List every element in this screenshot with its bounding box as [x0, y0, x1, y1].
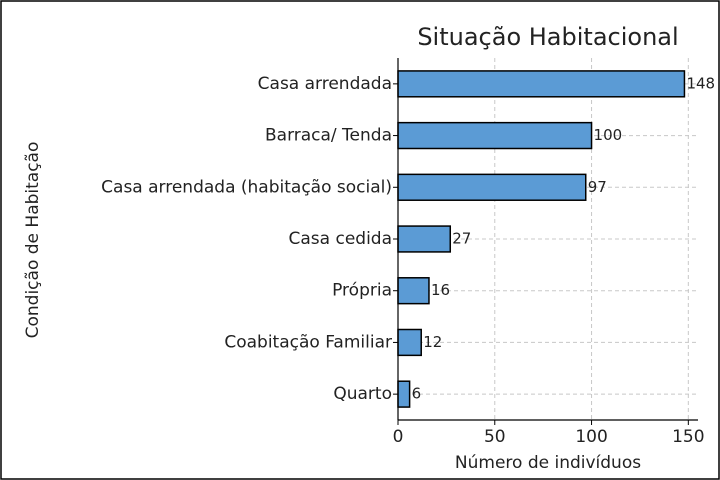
y-tick-label: Casa arrendada (habitação social): [101, 177, 392, 197]
chart-title: Situação Habitacional: [417, 23, 678, 51]
y-tick-label: Coabitação Familiar: [224, 332, 392, 352]
bar: [397, 121, 593, 150]
bar: [397, 225, 452, 253]
value-label: 12: [423, 333, 442, 351]
value-label: 100: [594, 126, 623, 144]
value-label: 6: [412, 385, 422, 403]
y-tick-label: Barraca/ Tenda: [265, 126, 392, 146]
x-tick-label: 100: [575, 427, 607, 447]
x-tick-label: 50: [484, 427, 506, 447]
x-tick-label: 150: [672, 427, 704, 447]
bar: [397, 380, 411, 408]
y-tick-label: Casa arrendada: [258, 74, 392, 94]
y-tick-label: Própria: [332, 281, 392, 301]
bar: [397, 70, 686, 98]
x-axis-label: Número de indivíduos: [455, 453, 641, 473]
bar: [397, 173, 587, 201]
bar: [397, 277, 430, 305]
value-label: 97: [588, 178, 607, 196]
y-tick-label: Quarto: [333, 384, 392, 404]
y-tick-label: Casa cedida: [289, 229, 393, 249]
x-tick-label: 0: [393, 427, 404, 447]
value-label: 148: [686, 74, 715, 92]
bar: [397, 328, 422, 357]
y-axis-label: Condição de Habitação: [23, 142, 43, 339]
value-label: 27: [452, 230, 471, 248]
value-label: 16: [431, 281, 450, 299]
